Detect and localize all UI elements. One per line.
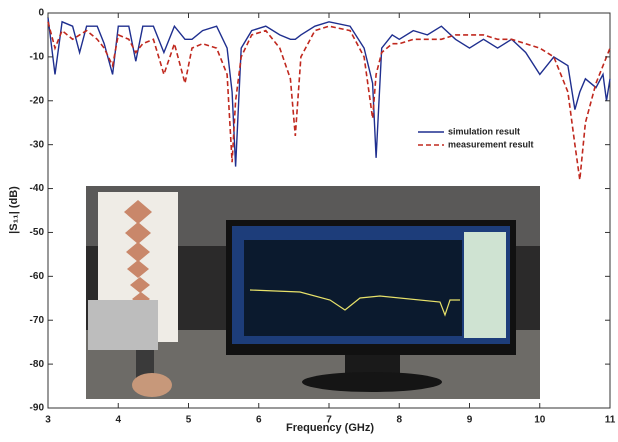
- y-tick-label: -10: [30, 52, 45, 63]
- series-line: [47, 17, 611, 167]
- legend-label: measurement result: [448, 139, 534, 149]
- x-tick-label: 11: [605, 415, 616, 426]
- x-axis-label: Frequency (GHz): [286, 422, 374, 434]
- y-tick-label: -50: [30, 227, 45, 238]
- series-line: [47, 21, 611, 180]
- x-tick-label: 9: [467, 415, 473, 426]
- y-tick-label: -40: [30, 183, 45, 194]
- x-tick-label: 8: [396, 415, 402, 426]
- x-tick-label: 10: [534, 415, 546, 426]
- y-tick-label: -60: [30, 271, 45, 282]
- x-tick-label: 6: [256, 415, 262, 426]
- x-tick-label: 4: [115, 415, 121, 426]
- plot-area: [47, 17, 611, 180]
- y-axis-label: |S₁₁| (dB): [8, 186, 20, 234]
- y-tick-label: -90: [30, 403, 45, 414]
- y-tick-label: -70: [30, 315, 45, 326]
- photo: [86, 186, 540, 399]
- y-tick-label: -20: [30, 95, 45, 106]
- y-tick-label: 0: [38, 8, 44, 19]
- x-tick-label: 5: [186, 415, 192, 426]
- x-tick-label: 7: [326, 415, 332, 426]
- y-tick-label: -30: [30, 139, 45, 150]
- x-tick-label: 3: [45, 415, 51, 426]
- legend-label: simulation result: [448, 126, 520, 136]
- y-tick-label: -80: [30, 359, 45, 370]
